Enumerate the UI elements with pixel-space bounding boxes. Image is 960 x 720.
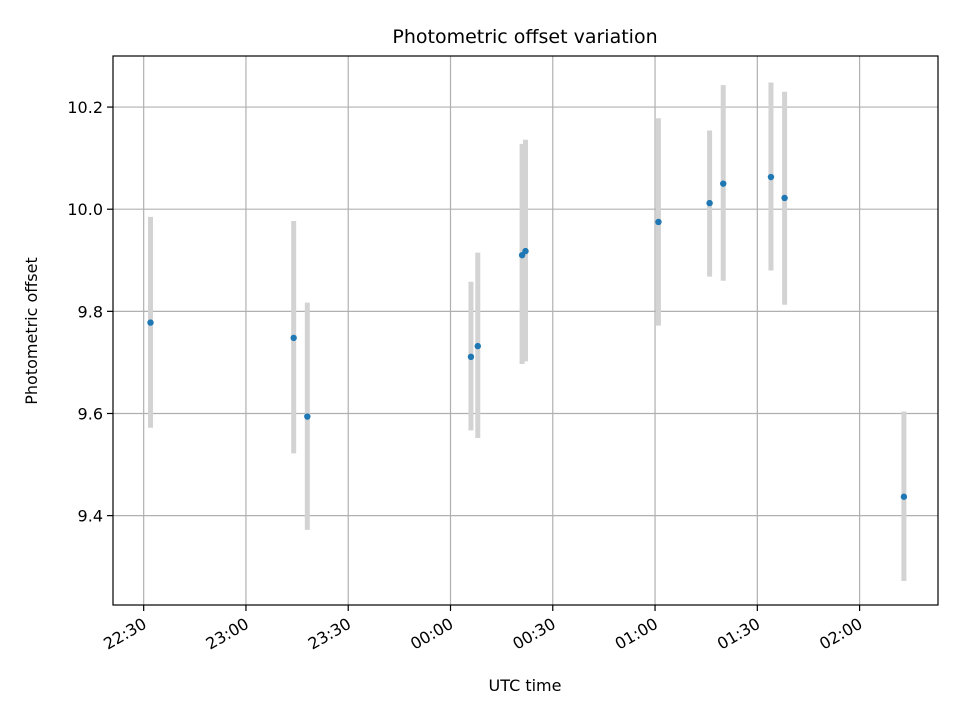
x-axis-label: UTC time <box>489 676 562 695</box>
y-tick-label: 10.2 <box>67 98 103 117</box>
y-tick-label: 9.8 <box>78 302 103 321</box>
data-point <box>706 199 713 207</box>
data-point <box>467 353 475 361</box>
data-point <box>290 334 297 342</box>
data-points <box>147 173 908 500</box>
y-tick-label: 9.4 <box>78 507 103 526</box>
y-tick-label: 9.6 <box>78 404 103 423</box>
plot-area-frame <box>112 55 939 606</box>
chart-title: Photometric offset variation <box>392 26 657 48</box>
data-point <box>720 180 727 187</box>
data-point <box>304 413 311 420</box>
data-point <box>147 319 154 326</box>
data-point <box>655 218 662 226</box>
data-point <box>474 342 481 350</box>
data-point <box>900 493 908 500</box>
data-point <box>522 247 529 255</box>
data-point <box>781 194 788 202</box>
y-axis-ticks: 9.4 9.6 9.8 10.0 10.2 <box>67 98 113 526</box>
y-axis-label: Photometric offset <box>22 257 41 405</box>
data-point <box>767 173 775 181</box>
y-tick-label: 10.0 <box>67 200 103 219</box>
